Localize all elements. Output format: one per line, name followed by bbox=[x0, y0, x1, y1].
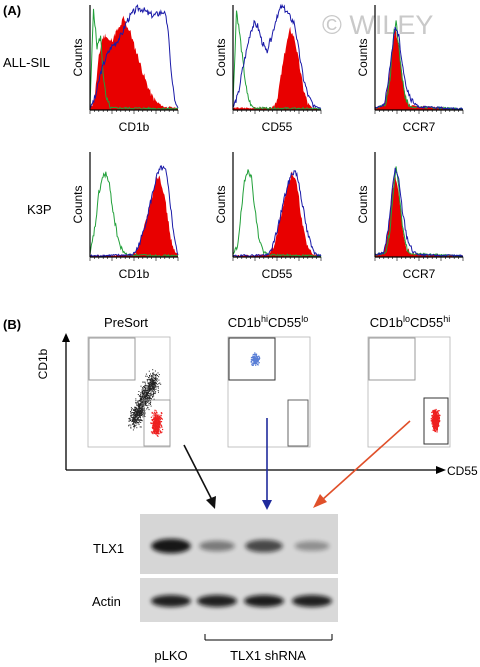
western-blot bbox=[140, 514, 338, 622]
actin-band bbox=[151, 595, 191, 607]
red-histogram-fill bbox=[375, 26, 463, 110]
y-axis-label-counts: Counts bbox=[71, 185, 85, 223]
tlx1-band bbox=[245, 539, 283, 553]
lane-arrows bbox=[183, 418, 411, 510]
tlx1-band bbox=[294, 541, 330, 551]
y-axis-label-counts: Counts bbox=[356, 38, 370, 76]
red-histogram-fill bbox=[90, 15, 178, 111]
y-axis-label-cd1b: CD1b bbox=[36, 348, 50, 379]
row-label-all-sil: ALL-SIL bbox=[3, 55, 50, 70]
blue-histogram-line bbox=[374, 167, 464, 258]
x-axis-label-cd55: CD55 bbox=[447, 464, 478, 478]
histogram-all-sil-cd55: Counts CD55 bbox=[214, 3, 322, 134]
red-histogram-fill bbox=[90, 175, 178, 257]
row-label-k3p: K3P bbox=[27, 202, 52, 217]
lane-label-plko: pLKO bbox=[154, 648, 187, 663]
x-axis-label: CCR7 bbox=[403, 120, 436, 134]
gate-cd1bhi bbox=[228, 337, 276, 381]
red-histogram-fill bbox=[233, 171, 321, 257]
shrna-bracket bbox=[204, 634, 333, 641]
sort-title-cd1blo-cd55hi: CD1bloCD55hi bbox=[370, 314, 451, 330]
panel-b-label: (B) bbox=[3, 317, 21, 332]
blue-histogram-line bbox=[89, 165, 179, 258]
x-axis-label: CD1b bbox=[119, 120, 150, 134]
actin-band bbox=[292, 595, 332, 607]
y-axis-label-counts: Counts bbox=[214, 185, 228, 223]
x-axis-label: CD55 bbox=[262, 120, 293, 134]
dotplot-layer bbox=[87, 336, 451, 448]
red-histogram-fill bbox=[375, 172, 463, 257]
sort-title-presort: PreSort bbox=[104, 315, 148, 330]
gate-cd55hi bbox=[143, 399, 171, 447]
sort-title-cd1bhi-cd55lo: CD1bhiCD55lo bbox=[228, 314, 309, 330]
y-axis-label-counts: Counts bbox=[71, 38, 85, 76]
actin-band bbox=[244, 595, 284, 607]
green-histogram-line bbox=[89, 8, 179, 111]
band-label-actin: Actin bbox=[92, 594, 121, 609]
gate-cd55hi bbox=[287, 399, 309, 447]
dot-plot-2 bbox=[227, 336, 311, 448]
histogram-k3p-cd55: Counts CD55 bbox=[214, 152, 322, 281]
histogram-all-sil-cd1b: Counts CD1b bbox=[71, 4, 179, 134]
gate-cd55hi bbox=[423, 397, 449, 445]
lane-label-tlx1-shrna: TLX1 shRNA bbox=[230, 648, 306, 663]
green-histogram-line bbox=[374, 166, 464, 258]
blue-histogram-line bbox=[89, 4, 179, 109]
histogram-layer: Counts CD1b Counts CD55 Counts CCR7 Counts CD1b… bbox=[71, 3, 464, 281]
green-histogram-line bbox=[232, 169, 322, 258]
x-axis-label: CCR7 bbox=[403, 267, 436, 281]
green-histogram-line bbox=[232, 10, 322, 111]
band-label-tlx1: TLX1 bbox=[93, 541, 124, 556]
histogram-all-sil-ccr7: Counts CCR7 bbox=[356, 5, 464, 134]
dot-plot-1 bbox=[87, 336, 171, 448]
watermark: © WILEY bbox=[322, 10, 433, 40]
panel-a-label: (A) bbox=[3, 3, 21, 18]
blue-histogram-line bbox=[374, 26, 464, 111]
y-axis-label-counts: Counts bbox=[214, 38, 228, 76]
green-histogram-line bbox=[89, 171, 179, 258]
sort-axes bbox=[62, 333, 446, 474]
gate-cd1bhi bbox=[88, 337, 136, 381]
histogram-k3p-cd1b: Counts CD1b bbox=[71, 152, 179, 281]
actin-band bbox=[197, 595, 237, 607]
blue-histogram-line bbox=[232, 3, 322, 109]
x-axis-label: CD55 bbox=[262, 267, 293, 281]
gate-cd1bhi bbox=[368, 337, 416, 381]
y-axis-label-counts: Counts bbox=[356, 185, 370, 223]
tlx1-band bbox=[199, 540, 235, 552]
x-axis-label: CD1b bbox=[119, 267, 150, 281]
histogram-k3p-ccr7: Counts CCR7 bbox=[356, 152, 464, 281]
dot-plot-3 bbox=[367, 336, 451, 448]
red-histogram-fill bbox=[233, 26, 321, 110]
tlx1-band bbox=[151, 538, 191, 554]
